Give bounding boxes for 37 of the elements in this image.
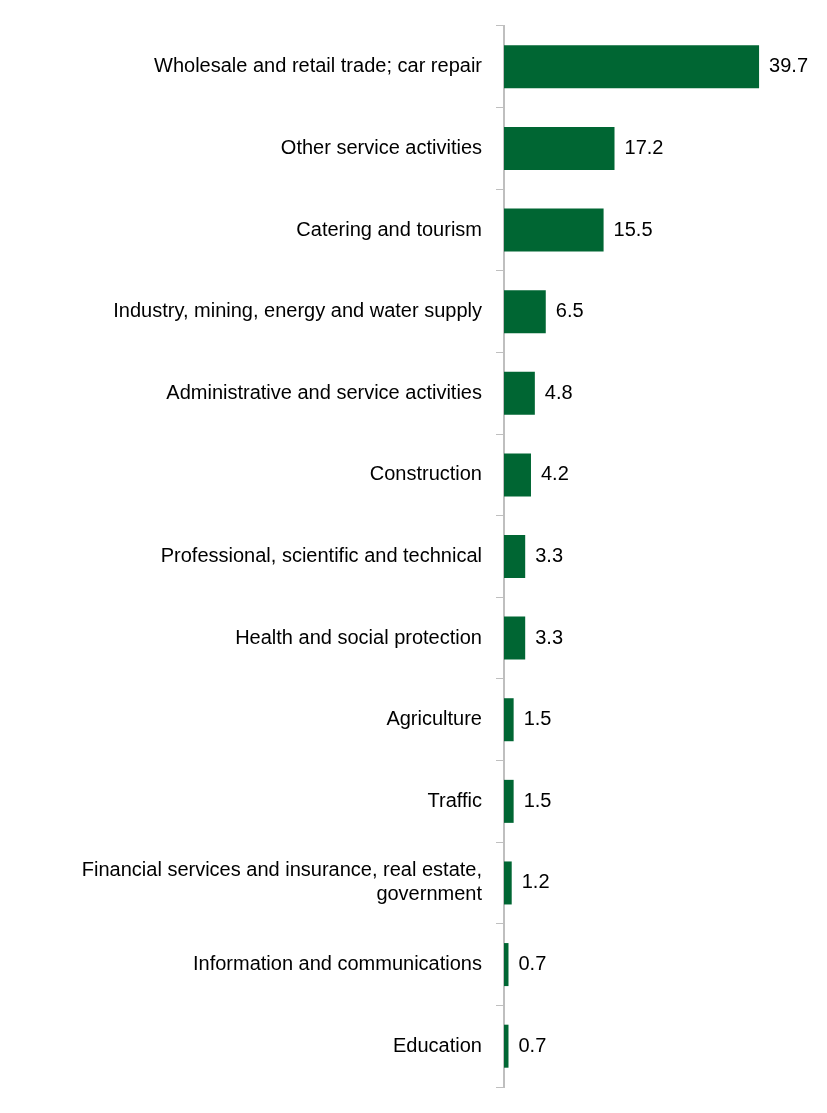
data-label: 1.2: [521, 870, 550, 893]
bar: [504, 45, 760, 89]
y-tick-label: Other service activities: [280, 135, 482, 158]
y-tick-label: Information and communications: [192, 952, 482, 975]
bar: [504, 371, 535, 415]
y-tick-label: Financial services and insurance, real estate, government: [81, 858, 483, 905]
bar: [504, 453, 531, 497]
data-label: 1.5: [523, 707, 552, 730]
bar: [504, 616, 526, 660]
y-tick-label: Education: [393, 1033, 482, 1056]
data-label: 0.7: [518, 1033, 547, 1056]
bar: [504, 126, 615, 170]
data-label: 0.7: [518, 952, 547, 975]
bar: [504, 290, 546, 334]
data-label: 1.5: [523, 788, 552, 811]
data-label: 6.5: [555, 299, 584, 322]
data-label: 3.3: [535, 625, 564, 648]
y-tick-label: Traffic: [427, 788, 482, 811]
data-label: 39.7: [769, 54, 809, 77]
bar: [504, 208, 604, 252]
bar: [504, 534, 526, 579]
data-label: 15.5: [613, 217, 653, 240]
y-tick-label: Agriculture: [386, 707, 482, 730]
y-tick-label: Administrative and service activities: [166, 380, 482, 403]
data-label: 4.2: [540, 462, 569, 485]
bar: [504, 861, 512, 905]
y-tick-label: Construction: [369, 462, 482, 485]
y-tick-label: Wholesale and retail trade; car repair: [154, 54, 483, 77]
y-tick-label: Catering and tourism: [296, 217, 482, 240]
y-tick-label: Health and social protection: [235, 625, 482, 648]
data-label: 3.3: [535, 544, 564, 567]
data-label: 4.8: [544, 380, 573, 403]
y-tick-label: Professional, scientific and technical: [160, 544, 482, 567]
data-label: 17.2: [624, 135, 664, 158]
y-tick-label: Industry, mining, energy and water supply: [113, 299, 482, 322]
bar: [504, 698, 514, 742]
bar: [504, 779, 514, 823]
